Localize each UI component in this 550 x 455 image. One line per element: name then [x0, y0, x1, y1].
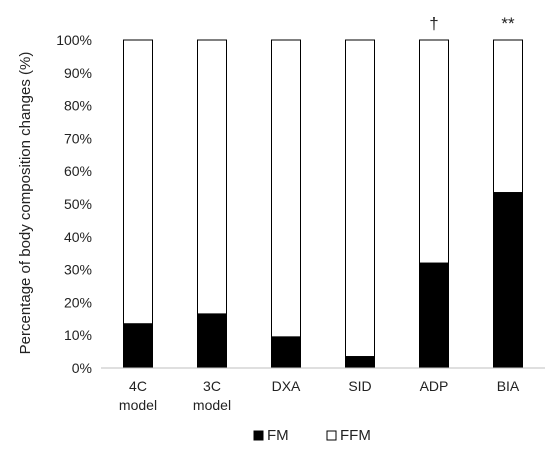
bar-segment-ffm [345, 39, 375, 358]
bar-segment-fm [197, 313, 227, 369]
bar-segment-ffm [271, 39, 301, 338]
bar-segment-ffm [123, 39, 153, 325]
significance-annotations: † ** [429, 14, 515, 33]
significance-marker: † [429, 14, 438, 33]
legend-swatch-ffm [326, 430, 337, 441]
x-tick-label: SID [348, 378, 371, 394]
x-axis-ticks: 4C model 3C model DXA SID ADP BIA [119, 378, 520, 413]
x-tick-label: DXA [272, 378, 301, 394]
bar-segment-fm [271, 336, 301, 369]
bar-segment-fm [123, 323, 153, 369]
x-tick-label: model [193, 397, 231, 413]
x-tick-label: 4C [129, 378, 147, 394]
y-tick-label: 30% [64, 262, 92, 278]
y-tick-label: 80% [64, 98, 92, 114]
legend-swatch-fm [253, 430, 264, 441]
bar-segment-fm [493, 192, 523, 369]
x-tick-label: BIA [497, 378, 520, 394]
x-tick-label: ADP [420, 378, 449, 394]
significance-marker: ** [501, 14, 515, 33]
y-tick-label: 40% [64, 229, 92, 245]
x-tick-label: model [119, 397, 157, 413]
bar-segment-fm [419, 262, 449, 369]
y-tick-label: 60% [64, 163, 92, 179]
y-tick-label: 70% [64, 130, 92, 146]
bar-segment-fm [345, 356, 375, 369]
legend-label-ffm: FFM [340, 427, 371, 444]
y-tick-label: 10% [64, 327, 92, 343]
y-axis-label: Percentage of body composition changes (… [17, 52, 34, 355]
legend: FM FFM [253, 427, 371, 444]
legend-label-fm: FM [267, 427, 289, 444]
bar-segment-ffm [419, 39, 449, 264]
y-tick-label: 20% [64, 294, 92, 310]
y-tick-label: 0% [72, 360, 92, 376]
bar-segment-ffm [197, 39, 227, 315]
bars [123, 39, 523, 369]
y-axis-ticks: 0% 10% 20% 30% 40% 50% 60% 70% 80% 90% 100% [56, 32, 92, 376]
x-tick-label: 3C [203, 378, 221, 394]
y-tick-label: 90% [64, 65, 92, 81]
y-tick-label: 100% [56, 32, 92, 48]
y-tick-label: 50% [64, 196, 92, 212]
bar-segment-ffm [493, 39, 523, 194]
